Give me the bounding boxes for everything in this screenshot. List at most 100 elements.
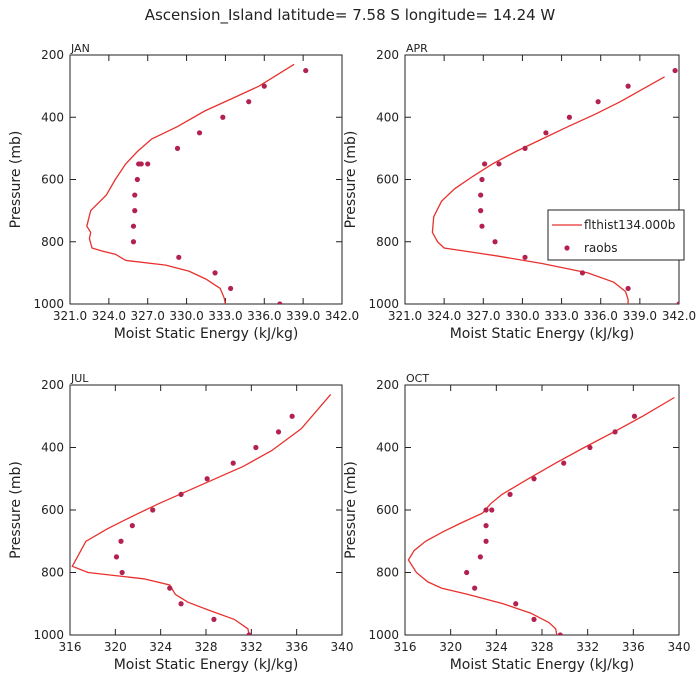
obs-point — [289, 413, 295, 419]
x-tick-label: 324 — [485, 640, 508, 654]
x-tick-label: 340 — [331, 640, 354, 654]
obs-point — [261, 83, 267, 89]
plot-frame — [404, 384, 680, 636]
obs-point — [531, 616, 537, 622]
obs-point — [672, 67, 678, 74]
obs-point — [228, 285, 234, 292]
y-tick-label: 800 — [376, 566, 399, 580]
obs-point — [496, 161, 502, 167]
obs-point — [543, 130, 549, 136]
obs-point — [522, 254, 528, 260]
obs-point — [489, 507, 495, 513]
y-tick-label: 400 — [376, 441, 399, 455]
x-tick-label: 316 — [59, 640, 82, 654]
x-tick-label: 339.0 — [623, 309, 657, 323]
x-tick-label: 336.0 — [584, 309, 618, 323]
panel-apr: 321.0 324.0 327.0 330.0 333.0 336.0 339.0 342.0… — [343, 42, 696, 342]
obs-point — [145, 161, 151, 167]
obs-point — [492, 239, 498, 245]
legend-label-obs: raobs — [584, 241, 618, 255]
legend: flthist134.000b raobs — [547, 209, 685, 261]
panel-label: OCT — [406, 372, 429, 385]
plot-frame — [69, 384, 343, 636]
data-layer — [431, 67, 679, 304]
obs-point — [277, 301, 283, 304]
x-axis-label: Moist Static Energy (kJ/kg) — [450, 657, 635, 673]
obs-point — [587, 444, 593, 451]
x-tick-label: 330.0 — [505, 309, 539, 323]
x-tick-label: 333.0 — [208, 309, 242, 323]
obs-point — [253, 444, 259, 451]
obs-point — [132, 192, 138, 198]
data-layer — [71, 393, 332, 635]
obs-point — [464, 569, 470, 576]
x-tick-label: 336 — [285, 640, 308, 654]
y-tick-label: 800 — [376, 235, 399, 249]
x-tick-label: 328 — [195, 640, 218, 654]
obs-point — [303, 67, 309, 74]
x-tick-label: 342.0 — [662, 309, 696, 323]
x-tick-label: 336 — [622, 640, 645, 654]
x-tick-label: 330.0 — [169, 309, 203, 323]
obs-point — [113, 554, 120, 560]
x-axis-label: Moist Static Energy (kJ/kg) — [114, 326, 299, 342]
x-tick-label: 336.0 — [247, 309, 281, 323]
legend-point-swatch — [564, 245, 570, 251]
x-tick-label: 324.0 — [92, 309, 126, 323]
obs-point — [138, 161, 144, 167]
y-tick-label: 1000 — [33, 628, 64, 642]
obs-point — [167, 585, 173, 591]
x-tick-label: 324 — [149, 640, 172, 654]
obs-point — [176, 254, 182, 260]
x-tick-label: 332 — [240, 640, 263, 654]
obs-point — [130, 239, 137, 245]
legend-label-model: flthist134.000b — [584, 218, 675, 232]
obs-point — [557, 632, 563, 635]
obs-point — [132, 208, 138, 214]
x-tick-label: 332 — [576, 640, 599, 654]
x-tick-label: 316 — [394, 640, 417, 654]
panel-oct: 316 320 324 328 332 336 340 200 400 600 800 1000 OCT… — [343, 372, 690, 673]
plot-frame — [69, 54, 343, 305]
x-axis-label: Moist Static Energy (kJ/kg) — [114, 657, 299, 673]
x-tick-label: 321.0 — [53, 309, 87, 323]
y-axis-label: Pressure (mb) — [343, 131, 359, 229]
obs-point — [477, 554, 483, 560]
y-tick-label: 400 — [41, 110, 64, 124]
obs-point — [246, 632, 252, 635]
series-line-model — [431, 76, 665, 304]
obs-point — [118, 538, 124, 544]
obs-point — [625, 83, 631, 89]
y-tick-label: 600 — [41, 503, 64, 517]
obs-point — [275, 429, 282, 435]
obs-point — [129, 523, 135, 529]
x-tick-label: 321.0 — [388, 309, 422, 323]
obs-point — [479, 223, 485, 229]
y-tick-label: 400 — [41, 441, 64, 455]
obs-point — [119, 569, 125, 576]
series-line-model — [71, 393, 332, 635]
y-tick-label: 400 — [376, 110, 399, 124]
obs-point — [478, 192, 484, 198]
panel-label: APR — [406, 42, 428, 55]
y-tick-label: 200 — [376, 48, 399, 62]
x-axis-label: Moist Static Energy (kJ/kg) — [450, 326, 635, 342]
y-tick-label: 600 — [376, 173, 399, 187]
panel-jul: 316 320 324 328 332 336 340 200 400 600 800 1000 JUL… — [8, 372, 353, 673]
y-tick-label: 200 — [41, 378, 64, 392]
obs-point — [579, 270, 586, 276]
x-tick-label: 327.0 — [131, 309, 165, 323]
panels: 321.0 324.0 327.0 330.0 333.0 336.0 339.0 342.0… — [8, 42, 696, 673]
obs-point — [612, 429, 618, 435]
obs-point — [481, 161, 488, 167]
y-tick-label: 800 — [41, 566, 64, 580]
obs-point — [522, 145, 528, 151]
y-tick-label: 600 — [41, 173, 64, 187]
y-axis-label: Pressure (mb) — [343, 461, 359, 559]
y-tick-label: 200 — [41, 48, 64, 62]
figure-title: Ascension_Island latitude= 7.58 S longit… — [145, 6, 556, 25]
obs-point — [212, 270, 218, 276]
x-tick-label: 333.0 — [544, 309, 578, 323]
x-tick-label: 327.0 — [466, 309, 500, 323]
